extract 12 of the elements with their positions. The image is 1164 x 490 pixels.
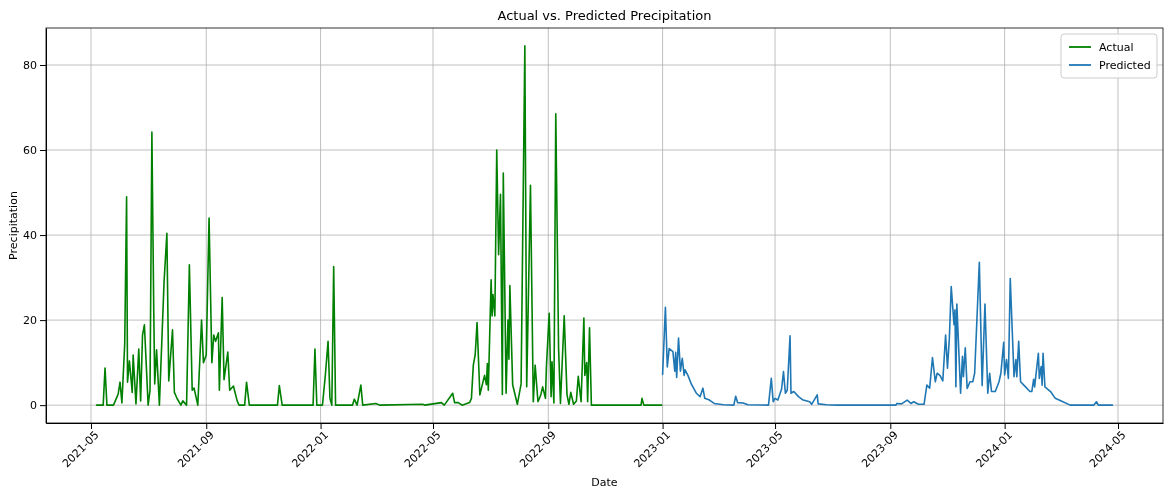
line-series [95, 45, 663, 406]
y-tick-label: 20 [23, 314, 37, 328]
y-axis-title: Precipitation [7, 191, 20, 260]
chart-title: Actual vs. Predicted Precipitation [497, 8, 712, 23]
legend-label: Actual [1099, 41, 1134, 54]
line-series [661, 261, 1114, 406]
legend-label: Predicted [1099, 59, 1151, 72]
y-tick-label: 40 [23, 229, 37, 243]
y-tick-label: 80 [23, 59, 37, 73]
y-tick-label: 60 [23, 144, 37, 158]
y-tick-label: 0 [30, 399, 37, 413]
x-axis-title: Date [591, 476, 618, 489]
